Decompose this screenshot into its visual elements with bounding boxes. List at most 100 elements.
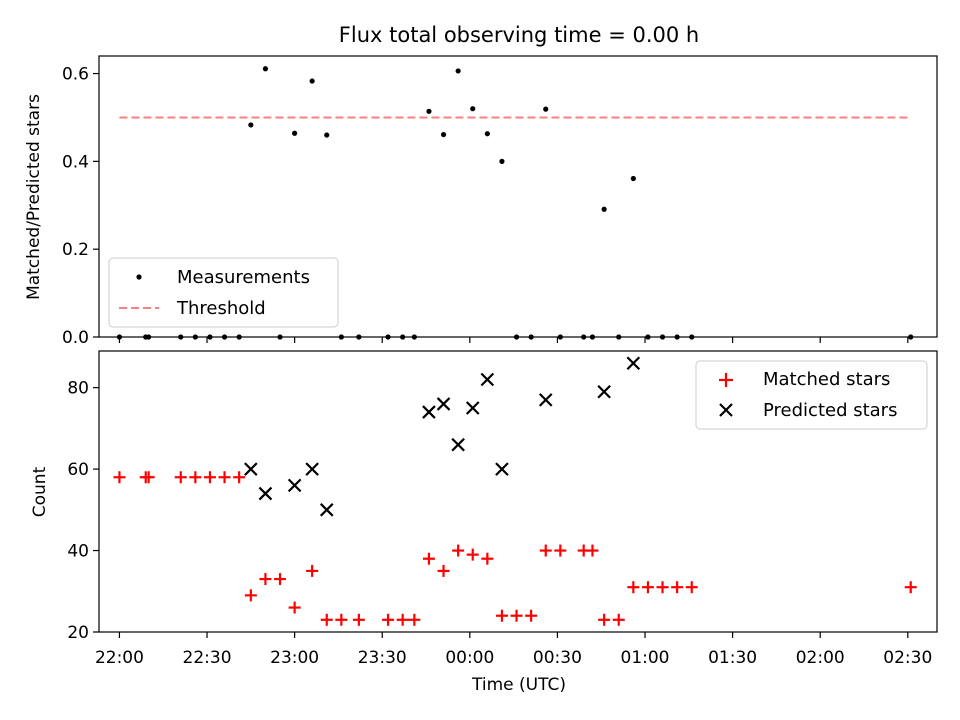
matched-star-point [554,544,567,557]
matched-star-point [408,613,421,626]
bottom-x-ticks: 22:00 22:30 23:00 23:30 00:00 00:30 01:00 01:30… [95,632,932,668]
matched-star-point [174,471,187,484]
measurement-point [236,334,242,340]
bottom-y-tick-label: 60 [67,460,89,480]
predicted-star-point [436,397,451,411]
matched-star-point [612,613,625,626]
predicted-star-point [451,437,465,452]
measurement-point [221,334,228,340]
predicted-star-point [538,393,553,407]
measurement-point [426,108,432,114]
predicted-star-point [287,478,302,493]
measurement-point [292,130,298,136]
top-y-axis-label: Matched/Predicted stars [24,94,44,300]
matched-star-point [422,552,435,565]
matched-star-point [539,544,552,557]
legend-matched-marker [719,373,733,387]
predicted-star-point [626,356,641,370]
matched-star-point [671,581,684,594]
measurement-point [116,334,123,340]
matched-star-point [396,613,409,626]
predicted-star-point [305,462,319,476]
measurement-point [589,334,596,340]
measurement-point [440,131,447,138]
top-y-tick-label: 0.6 [62,65,89,85]
measurement-point [557,334,563,340]
matched-star-point [685,581,698,594]
bottom-y-tick-label: 20 [67,623,89,643]
matched-star-point [335,613,348,626]
matched-star-point [627,581,640,594]
measurement-point [385,334,391,340]
predicted-star-point [319,503,334,517]
flux-ratio-panel: 0.0 0.2 0.4 0.6 Matched/Predicted stars Mea… [24,55,938,348]
matched-star-point [452,544,465,557]
matched-star-point [641,581,654,594]
matched-star-point [218,471,231,484]
matched-star-point [437,564,450,577]
measurement-point [645,334,651,340]
measurement-point [338,334,344,340]
x-tick-label: 02:00 [796,648,845,668]
chart-title: Flux total observing time = 0.00 h [339,23,699,47]
predicted-star-points [244,356,641,517]
measurement-point [192,334,198,340]
top-legend: Measurements Threshold [108,257,339,328]
predicted-star-point [422,405,436,419]
x-tick-label: 00:30 [533,648,582,668]
matched-star-point [352,613,365,626]
predicted-star-point [597,384,611,399]
bottom-y-axis-label: Count [30,466,50,517]
measurement-point [248,122,254,128]
matched-star-point [259,573,272,586]
matched-star-point [382,613,395,626]
matched-star-point [656,581,669,594]
x-tick-label: 23:30 [358,648,407,668]
legend-measurements-marker [136,274,142,280]
matched-star-points [113,471,917,626]
matched-star-point [495,609,508,622]
measurement-point [659,334,666,340]
measurement-point [356,334,362,340]
matched-star-point [904,581,917,594]
measurement-point [601,206,607,212]
predicted-star-point [244,462,258,476]
matched-star-point [510,609,523,622]
measurement-point [908,334,914,340]
x-tick-label: 01:30 [708,648,757,668]
measurement-point [455,68,461,74]
matched-star-point [525,609,538,622]
bottom-axes-frame [98,350,938,633]
measurement-point [630,175,636,182]
matched-star-point [274,573,287,586]
bottom-y-ticks: 20 40 60 80 [67,379,99,643]
legend-threshold-label: Threshold [176,298,266,319]
measurement-point [528,334,534,340]
x-tick-label: 22:30 [183,648,232,668]
matched-star-point [203,471,216,484]
measurement-point [484,131,490,137]
measurement-point [411,334,417,340]
measurement-point [470,106,476,112]
matched-star-point [481,552,494,565]
measurement-points [116,66,914,340]
measurement-point [324,132,330,138]
matched-star-point [244,589,257,602]
bottom-y-tick-label: 80 [67,379,89,399]
matched-star-point [233,471,246,484]
matched-star-point [288,601,301,614]
measurement-point [581,334,587,340]
predicted-star-point [258,486,273,501]
top-y-tick-label: 0.2 [62,240,89,260]
measurement-point [616,334,622,340]
bottom-y-tick-label: 40 [67,542,89,562]
matched-star-point [113,471,126,484]
matched-star-point [306,564,319,577]
legend-matched-label: Matched stars [763,369,890,390]
matched-star-point [320,613,333,626]
measurement-point [207,334,213,340]
matched-star-point [598,613,611,626]
top-legend-box [108,257,339,328]
x-axis-label: Time (UTC) [471,675,566,695]
measurement-point [178,334,184,340]
